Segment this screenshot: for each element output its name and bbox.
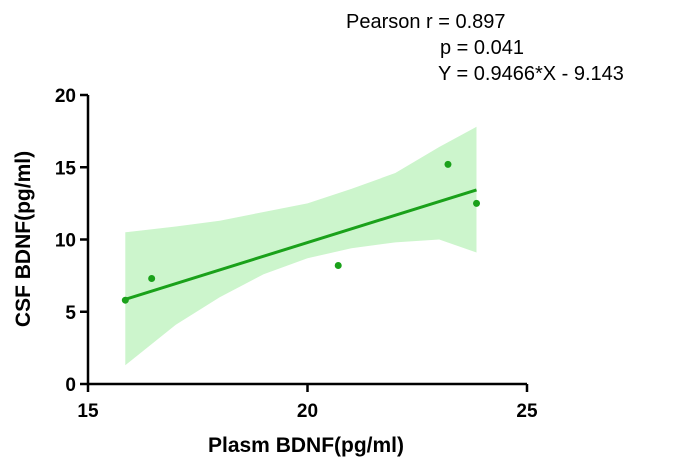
y-tick-label-15: 15 xyxy=(55,158,77,179)
y-axis-title: CSF BDNF(pg/ml) xyxy=(12,151,35,327)
x-tick-label-25: 25 xyxy=(516,401,538,422)
p-value-label: p = 0.041 xyxy=(440,37,524,59)
y-tick-label-20: 20 xyxy=(55,86,76,107)
data-point-1 xyxy=(121,296,129,304)
data-point-2 xyxy=(148,275,156,283)
x-axis-title: Plasm BDNF(pg/ml) xyxy=(208,434,404,457)
data-point-4 xyxy=(444,160,452,168)
data-points xyxy=(121,160,481,304)
axis-ticks: 0 5 10 15 20 15 20 25 xyxy=(55,86,538,422)
data-point-5 xyxy=(473,199,481,207)
y-tick-label-10: 10 xyxy=(55,231,76,252)
regression-line xyxy=(124,188,477,301)
data-point-3 xyxy=(334,262,342,270)
y-tick-label-5: 5 xyxy=(65,303,76,324)
pearson-r-label: Pearson r = 0.897 xyxy=(346,11,506,33)
regression-equation-label: Y = 0.9466*X - 9.143 xyxy=(438,63,624,85)
x-tick-label-20: 20 xyxy=(297,401,318,422)
plot-area xyxy=(121,126,481,366)
x-tick-label-15: 15 xyxy=(77,401,99,422)
y-tick-label-0: 0 xyxy=(65,375,76,396)
